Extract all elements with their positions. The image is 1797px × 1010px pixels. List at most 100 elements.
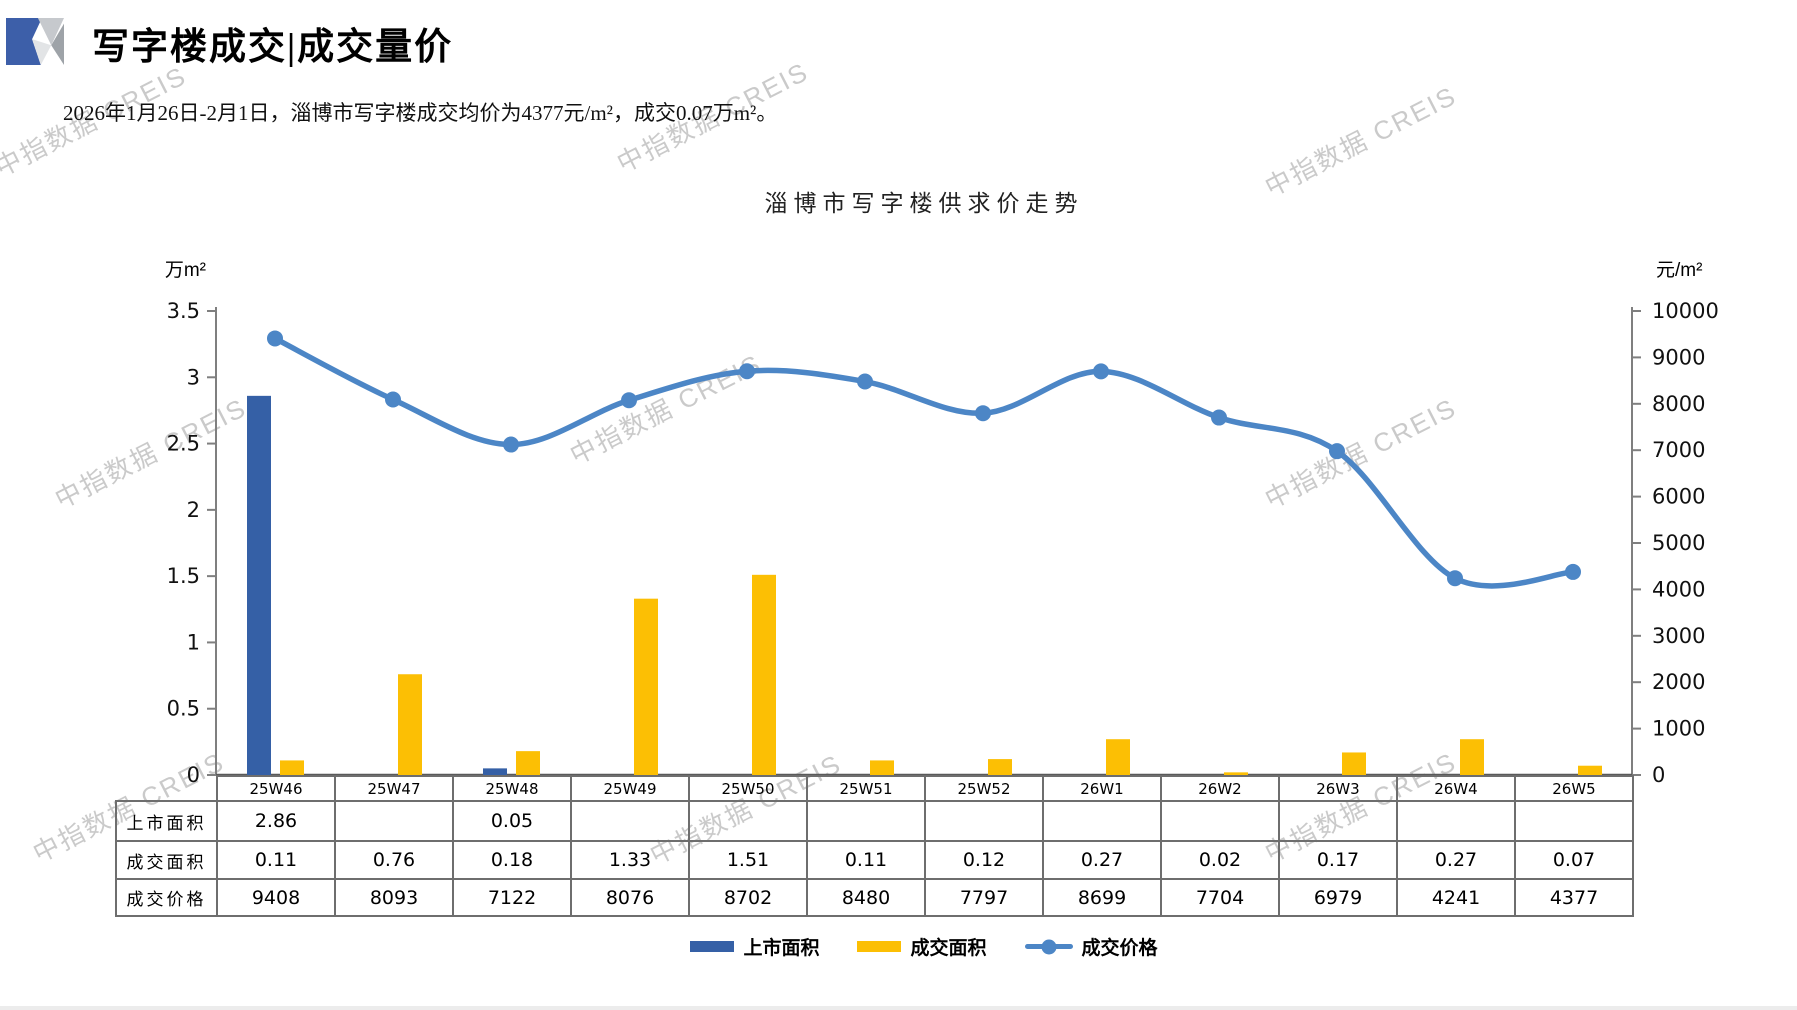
data-point-26W4 (1447, 570, 1463, 587)
data-point-26W2 (1211, 409, 1227, 426)
table-row-label: 成交面积 (115, 840, 218, 880)
table-cell: 6979 (1278, 878, 1398, 917)
bar-成交面积-26W1 (1106, 739, 1130, 775)
bar-成交面积-25W51 (870, 760, 894, 775)
table-cell: 7122 (452, 878, 572, 917)
left-tick-label: 0 (187, 763, 200, 787)
bar-成交面积-26W2 (1224, 772, 1248, 775)
legend-swatch-listed-area (690, 941, 735, 952)
table-cell (924, 800, 1044, 842)
data-point-26W1 (1093, 363, 1109, 380)
table-header-cell: 26W3 (1278, 775, 1398, 802)
legend-item: 成交价格 (1024, 933, 1158, 960)
table-corner-blank (116, 776, 217, 801)
bar-成交面积-26W3 (1342, 752, 1366, 775)
bar-成交面积-25W46 (280, 760, 304, 775)
table-cell: 0.12 (924, 840, 1044, 880)
table-header-cell: 26W4 (1396, 775, 1516, 802)
table-row-label: 成交价格 (115, 878, 218, 917)
legend-swatch-sold-area (857, 941, 902, 952)
table-header-cell: 26W2 (1160, 775, 1280, 802)
data-point-25W49 (621, 392, 637, 409)
left-tick-label: 3 (187, 365, 200, 389)
legend-item: 成交面积 (857, 933, 987, 960)
data-point-25W51 (857, 373, 873, 390)
table-header-cell: 25W51 (806, 775, 926, 802)
table-cell: 0.27 (1396, 840, 1516, 880)
table-cell: 7797 (924, 878, 1044, 917)
data-point-25W47 (385, 391, 401, 408)
chart-title: 淄博市写字楼供求价走势 (764, 191, 1084, 216)
bar-上市面积-25W48 (483, 768, 507, 775)
table-cell: 9408 (216, 878, 336, 917)
creis-logo-icon (6, 18, 64, 65)
table-cell (334, 800, 454, 842)
left-tick-label: 2.5 (167, 432, 200, 456)
left-tick-label: 0.5 (167, 697, 200, 721)
data-table: 25W46 25W47 25W48 25W49 25W50 25W51 25W52 26W1 2… (115, 775, 1634, 917)
data-point-26W5 (1565, 563, 1581, 580)
legend-label: 成交面积 (910, 938, 987, 959)
table-cell: 0.17 (1278, 840, 1398, 880)
table-cell: 0.11 (216, 840, 336, 880)
data-point-25W46 (267, 330, 283, 347)
table-cell: 8076 (570, 878, 690, 917)
data-point-25W48 (503, 436, 519, 453)
right-tick-label: 7000 (1652, 438, 1705, 462)
legend-item: 上市面积 (690, 933, 819, 960)
legend-label: 上市面积 (743, 938, 820, 959)
table-cell: 4377 (1514, 878, 1634, 917)
bar-成交面积-25W48 (516, 751, 540, 775)
left-tick-label: 1.5 (167, 564, 200, 588)
bar-成交面积-26W4 (1460, 739, 1484, 775)
data-point-25W50 (739, 363, 755, 380)
table-cell: 0.18 (452, 840, 572, 880)
bar-成交面积-25W49 (634, 598, 658, 775)
table-header-cell: 25W46 (216, 775, 336, 802)
right-tick-label: 2000 (1652, 670, 1705, 694)
table-cell (806, 800, 926, 842)
table-cell: 7704 (1160, 878, 1280, 917)
table-cell: 0.11 (806, 840, 926, 880)
table-cell (688, 800, 808, 842)
table-cell: 8093 (334, 878, 454, 917)
right-tick-label: 1000 (1652, 717, 1705, 741)
table-header-cell: 25W48 (452, 775, 572, 802)
legend-label: 成交价格 (1081, 938, 1158, 959)
summary-text: 2026年1月26日-2月1日，淄博市写字楼成交均价为4377元/m²，成交0.… (63, 101, 778, 125)
data-point-26W3 (1329, 443, 1345, 460)
bar-成交面积-26W5 (1578, 765, 1602, 775)
right-tick-label: 6000 (1652, 485, 1705, 509)
table-header-cell: 25W47 (334, 775, 454, 802)
table-cell: 1.51 (688, 840, 808, 880)
right-tick-label: 3000 (1652, 624, 1705, 648)
page-bottom-edge (0, 1006, 1797, 1010)
page-title: 写字楼成交|成交量价 (92, 27, 454, 68)
table-cell (570, 800, 690, 842)
table-cell (1160, 800, 1280, 842)
bar-成交面积-25W52 (988, 759, 1012, 775)
table-cell: 0.02 (1160, 840, 1280, 880)
table-cell (1278, 800, 1398, 842)
table-cell (1514, 800, 1634, 842)
table-header-cell: 26W5 (1514, 775, 1634, 802)
left-tick-label: 3.5 (167, 299, 200, 323)
right-tick-label: 5000 (1652, 531, 1705, 555)
right-tick-label: 0 (1652, 763, 1665, 787)
legend-swatch-price-line (1024, 939, 1073, 954)
line-series-成交价格 (272, 335, 1576, 589)
table-cell: 2.86 (216, 800, 336, 842)
left-tick-label: 1 (187, 630, 200, 654)
right-tick-label: 8000 (1652, 392, 1705, 416)
table-cell (1396, 800, 1516, 842)
table-cell: 1.33 (570, 840, 690, 880)
table-row-label: 上市面积 (115, 800, 218, 842)
table-header-cell: 25W49 (570, 775, 690, 802)
table-cell: 8702 (688, 878, 808, 917)
right-tick-label: 4000 (1652, 577, 1705, 601)
left-axis-unit: 万m² (164, 260, 206, 281)
table-header-cell: 25W52 (924, 775, 1044, 802)
left-tick-label: 2 (187, 498, 200, 522)
